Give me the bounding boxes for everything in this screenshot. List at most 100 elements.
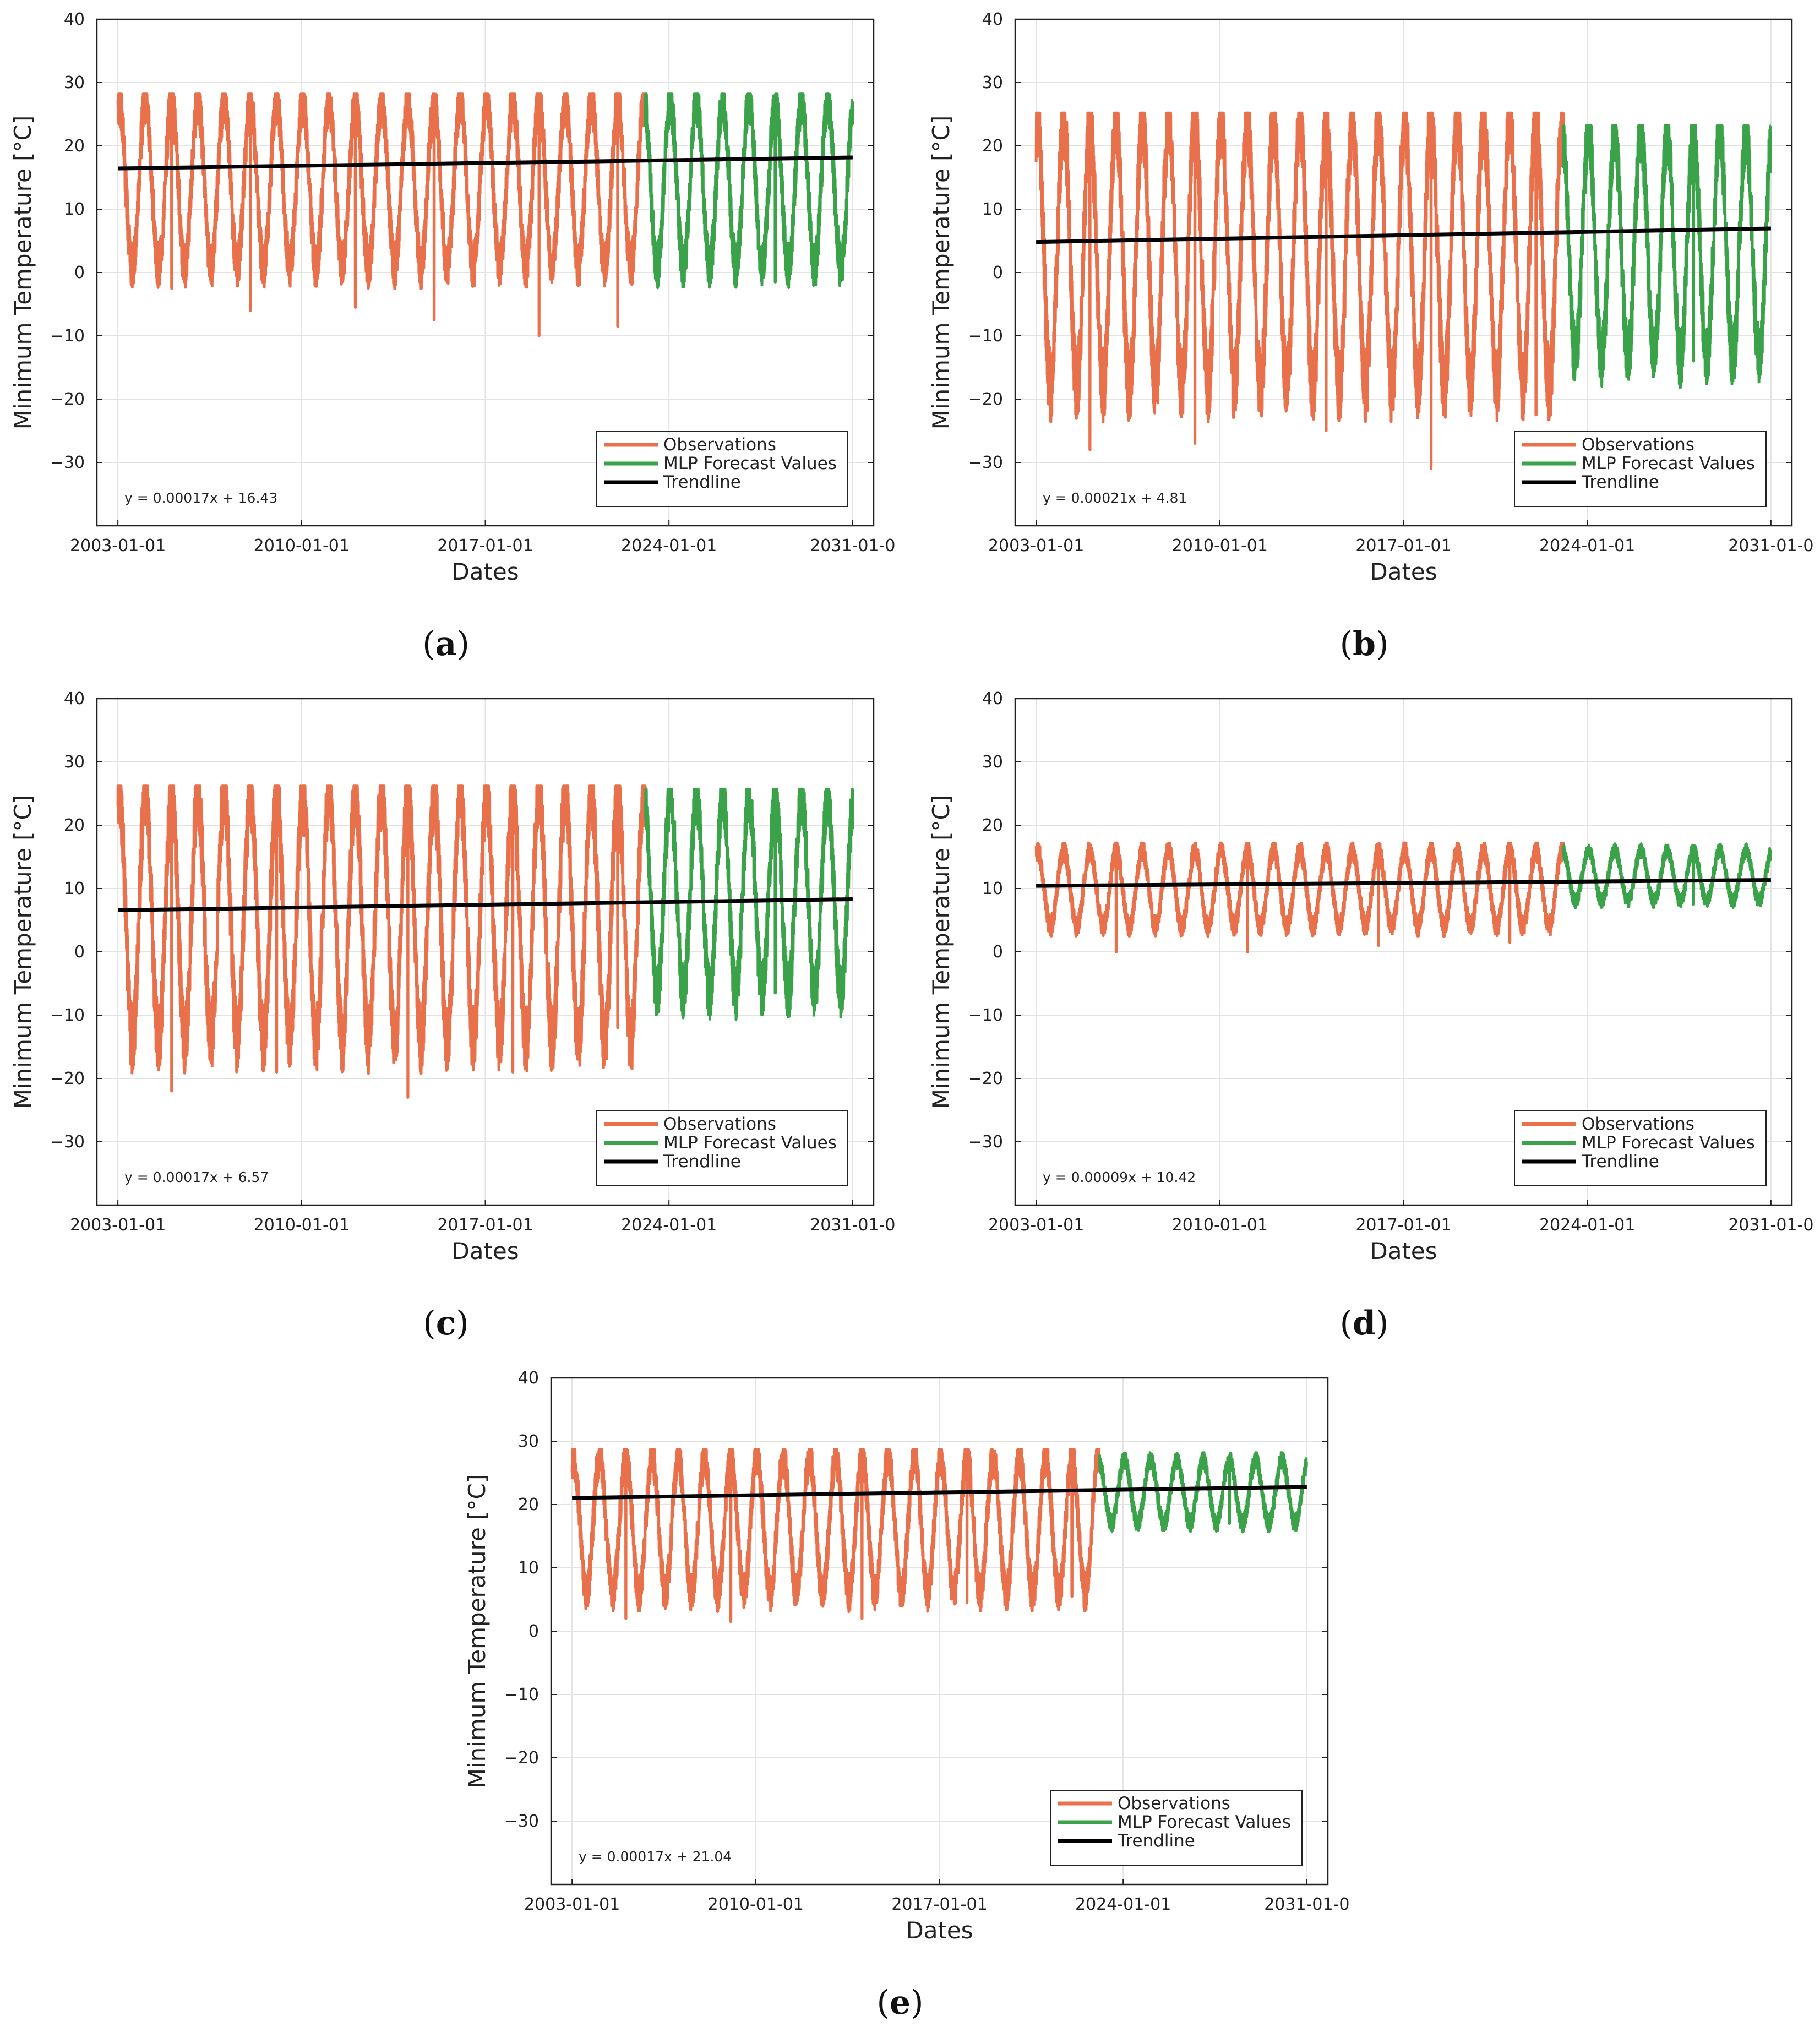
y-tick-label: 40 xyxy=(982,689,1003,709)
panel-caption: (c) xyxy=(423,1304,468,1343)
x-tick-label: 2031-01-0 xyxy=(1728,1216,1813,1235)
y-tick-label: −20 xyxy=(504,1748,539,1768)
caption-open-paren: ( xyxy=(422,625,435,663)
legend-observations-label: Observations xyxy=(1582,435,1694,455)
caption-close-paren: ) xyxy=(456,625,469,663)
chart-panel-d: 40 30 20 10 0 −10 −20 −30 2003-01-01 2010-01-01 20… xyxy=(928,689,1813,1343)
x-axis-label: Dates xyxy=(1370,558,1437,585)
legend-trendline-label: Trendline xyxy=(663,472,741,492)
x-tick-label: 2017-01-01 xyxy=(1355,536,1451,555)
y-tick-label: −10 xyxy=(50,326,85,346)
caption-letter: e xyxy=(890,1983,911,2022)
chart-panel-e: 40 30 20 10 0 −10 −20 −30 2003-01-01 2010-01-01 20… xyxy=(464,1369,1349,2022)
legend-forecast-label: MLP Forecast Values xyxy=(1582,1133,1755,1153)
x-tick-label: 2010-01-01 xyxy=(708,1895,804,1914)
observations-series-line xyxy=(1034,841,1565,953)
y-tick-label: −30 xyxy=(968,1132,1003,1152)
y-tick-label: 20 xyxy=(64,816,85,835)
x-tick-label: 2010-01-01 xyxy=(1172,536,1268,555)
caption-open-paren: ( xyxy=(1340,625,1353,663)
x-tick-label: 2031-01-0 xyxy=(1728,536,1813,555)
trendline xyxy=(118,155,853,171)
y-tick-label: −20 xyxy=(50,1069,85,1088)
trendline xyxy=(1036,226,1771,244)
x-tick-label: 2024-01-01 xyxy=(621,536,717,555)
x-tick-label: 2017-01-01 xyxy=(891,1895,987,1914)
x-axis-label: Dates xyxy=(451,558,519,585)
x-tick-label: 2010-01-01 xyxy=(254,1216,350,1235)
legend-box xyxy=(596,431,848,507)
x-tick-label: 2024-01-01 xyxy=(1539,536,1635,555)
chart-panel-a: 40 30 20 10 0 −10 −20 −30 2003-01-01 2010-01-01 20… xyxy=(9,10,895,663)
caption-letter: a xyxy=(435,625,457,663)
trend-equation: y = 0.00009x + 10.42 xyxy=(1043,1169,1196,1185)
y-tick-label: 30 xyxy=(64,73,85,92)
legend-trendline-label: Trendline xyxy=(1581,472,1659,492)
y-tick-label: 10 xyxy=(518,1559,539,1578)
caption-letter: c xyxy=(436,1304,456,1343)
y-tick-label: 10 xyxy=(64,879,85,898)
trend-equation: y = 0.00017x + 6.57 xyxy=(124,1169,269,1185)
x-tick-label: 2003-01-01 xyxy=(988,536,1084,555)
x-tick-label: 2031-01-0 xyxy=(1264,1895,1349,1914)
trend-equation: y = 0.00021x + 4.81 xyxy=(1043,490,1187,506)
legend-trendline-label: Trendline xyxy=(663,1152,741,1171)
legend-observations-label: Observations xyxy=(1118,1794,1230,1813)
y-tick-label: 0 xyxy=(993,942,1003,962)
x-axis-label: Dates xyxy=(1370,1238,1437,1265)
y-tick-label: −30 xyxy=(50,453,85,472)
y-tick-label: 40 xyxy=(64,689,85,709)
observations-series-line xyxy=(570,1448,1101,1623)
chart-panel-c: 40 30 20 10 0 −10 −20 −30 2003-01-01 2010-01-01 20… xyxy=(9,689,895,1343)
y-tick-label: −20 xyxy=(50,390,85,409)
y-tick-label: 40 xyxy=(518,1369,539,1388)
trendline xyxy=(572,1485,1307,1500)
x-tick-label: 2003-01-01 xyxy=(70,1216,166,1235)
y-tick-label: −10 xyxy=(504,1685,539,1704)
panel-caption: (d) xyxy=(1340,1304,1389,1343)
y-tick-label: 30 xyxy=(982,753,1003,772)
caption-close-paren: ) xyxy=(911,1983,923,2022)
y-tick-label: 0 xyxy=(528,1622,539,1641)
caption-close-paren: ) xyxy=(1376,625,1388,663)
legend-forecast-label: MLP Forecast Values xyxy=(1118,1812,1291,1832)
y-tick-label: 0 xyxy=(993,263,1003,282)
legend-observations-label: Observations xyxy=(663,435,776,455)
caption-letter: d xyxy=(1353,1304,1376,1343)
y-axis-label: Minimum Temperature [°C] xyxy=(928,116,955,430)
x-tick-label: 2024-01-01 xyxy=(621,1216,717,1235)
legend-forecast-label: MLP Forecast Values xyxy=(663,454,837,473)
legend-forecast-label: MLP Forecast Values xyxy=(663,1133,837,1153)
legend-trendline-label: Trendline xyxy=(1581,1152,1659,1171)
y-tick-label: 30 xyxy=(518,1432,539,1451)
x-axis-label: Dates xyxy=(906,1917,973,1944)
trendline xyxy=(1036,878,1771,888)
y-tick-label: 30 xyxy=(64,753,85,772)
y-tick-label: 0 xyxy=(74,263,85,282)
panel-caption: (a) xyxy=(422,625,470,663)
legend-trendline-label: Trendline xyxy=(1117,1831,1195,1851)
legend-observations-label: Observations xyxy=(1582,1114,1694,1134)
y-tick-label: 10 xyxy=(982,879,1003,898)
caption-open-paren: ( xyxy=(1340,1304,1353,1343)
caption-close-paren: ) xyxy=(456,1304,468,1343)
y-tick-label: 20 xyxy=(518,1495,539,1514)
y-tick-label: 20 xyxy=(982,816,1003,835)
y-tick-label: −20 xyxy=(968,1069,1003,1088)
y-tick-label: −10 xyxy=(968,326,1003,346)
y-axis-label: Minimum Temperature [°C] xyxy=(464,1474,491,1789)
trend-equation: y = 0.00017x + 21.04 xyxy=(579,1849,732,1865)
x-tick-label: 2003-01-01 xyxy=(524,1895,620,1914)
y-tick-label: −30 xyxy=(50,1132,85,1152)
caption-open-paren: ( xyxy=(876,1983,889,2022)
y-tick-label: 40 xyxy=(64,10,85,29)
x-tick-label: 2031-01-0 xyxy=(810,536,895,555)
x-tick-label: 2003-01-01 xyxy=(988,1216,1084,1235)
caption-close-paren: ) xyxy=(1376,1304,1388,1343)
panel-caption: (e) xyxy=(876,1983,923,2022)
x-axis-label: Dates xyxy=(451,1238,519,1265)
observations-series-line xyxy=(116,92,647,337)
x-tick-label: 2017-01-01 xyxy=(437,536,533,555)
observations-series-line xyxy=(1034,111,1565,470)
